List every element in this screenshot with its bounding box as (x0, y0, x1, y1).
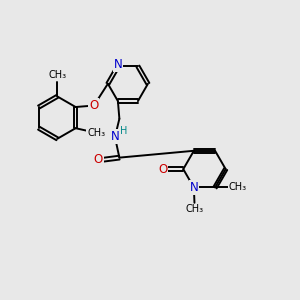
Text: H: H (119, 125, 127, 136)
Text: N: N (113, 58, 122, 71)
Text: CH₃: CH₃ (87, 128, 105, 138)
Text: O: O (158, 163, 167, 176)
Text: O: O (89, 99, 98, 112)
Text: N: N (111, 130, 119, 143)
Text: CH₃: CH₃ (229, 182, 247, 193)
Text: O: O (94, 153, 103, 166)
Text: CH₃: CH₃ (185, 204, 203, 214)
Text: CH₃: CH₃ (48, 70, 66, 80)
Text: N: N (190, 181, 198, 194)
